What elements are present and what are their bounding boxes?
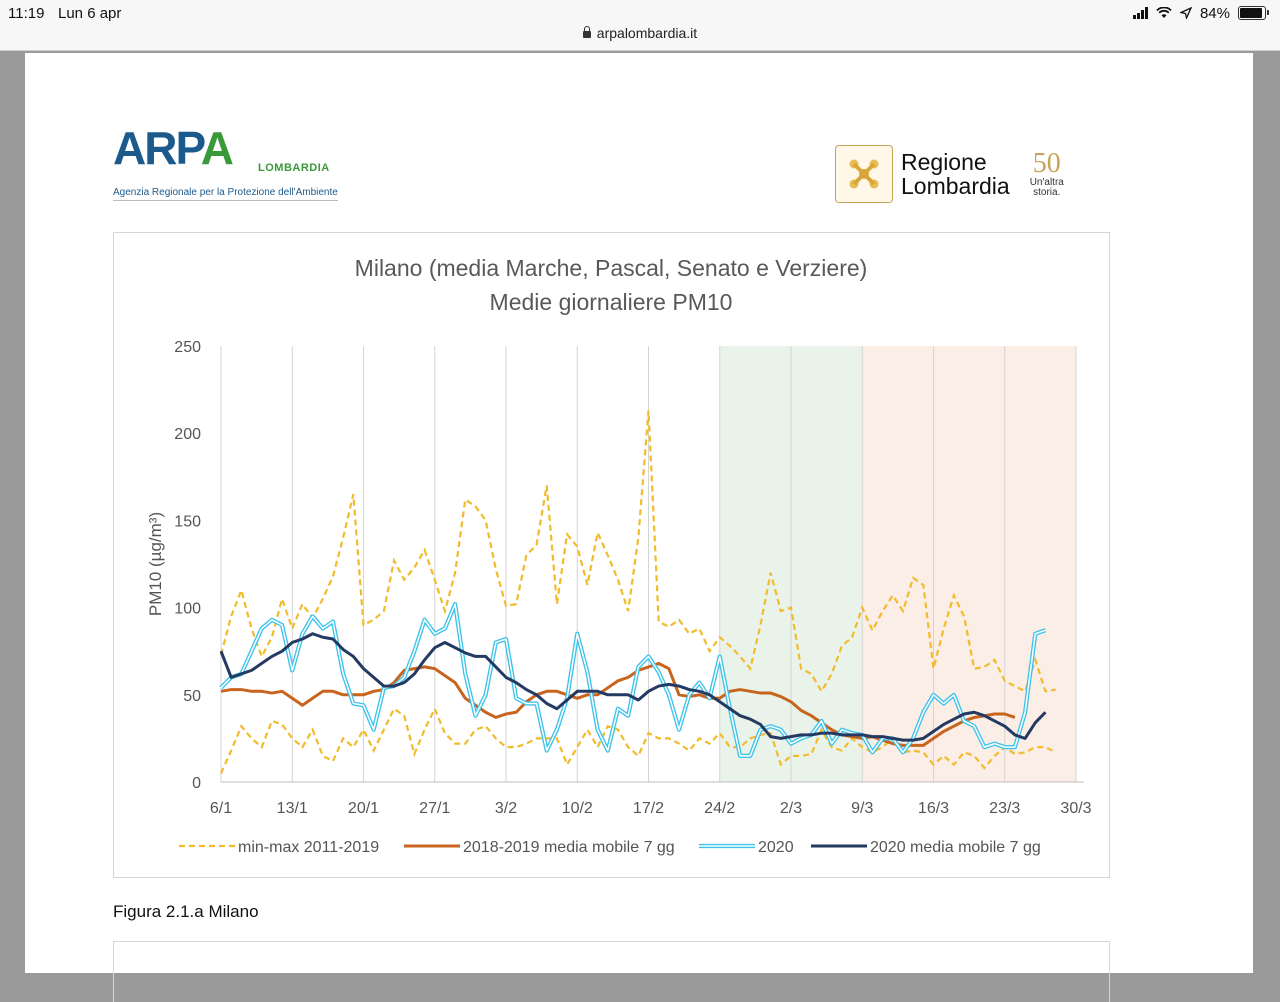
shaded-region-1: [862, 346, 1076, 782]
legend-label: min-max 2011-2019: [238, 839, 379, 856]
series-line-4: [219, 632, 1047, 742]
wifi-icon: [1156, 7, 1172, 18]
y-tick-label: 250: [174, 339, 201, 356]
x-tick-label: 27/1: [419, 800, 450, 817]
figure-caption: Figura 2.1.a Milano: [113, 902, 259, 921]
x-tick-label: 3/2: [495, 800, 517, 817]
x-tick-label: 10/2: [562, 800, 593, 817]
series-line-3-inner: [220, 603, 1046, 757]
arpa-logo: ARPA LOMBARDIA Agenzia Regionale per la …: [113, 125, 338, 201]
chart-title: Milano (media Marche, Pascal, Senato e V…: [355, 255, 868, 281]
document-page: ARPA LOMBARDIA Agenzia Regionale per la …: [25, 53, 1253, 1002]
battery-percent: 84%: [1199, 4, 1230, 22]
y-tick-label: 200: [174, 426, 201, 443]
legend-label: 2020 media mobile 7 gg: [870, 839, 1041, 856]
series-line-min: [219, 706, 1057, 774]
anniversary-logo: 50 Un'altra storia.: [1029, 148, 1064, 198]
y-tick-label: 0: [192, 775, 201, 792]
signal-icon: [1132, 7, 1148, 19]
chart-container: 0 50 100 150 200 250 6/1 13/1 20/1 27/1 3/2 10/2 17/…: [113, 232, 1110, 878]
x-tick-label: 16/3: [918, 800, 949, 817]
status-bar: 11:19 Lun 6 apr arpalombardia.it 84%: [0, 0, 1280, 51]
legend-label: 2018-2019 media mobile 7 gg: [463, 839, 675, 856]
y-tick-label: 50: [183, 688, 201, 705]
regione-lombardia-logo: Regione Lombardia 50 Un'altra storia.: [835, 145, 1064, 203]
status-time: 11:19: [8, 5, 45, 22]
status-date: Lun 6 apr: [58, 5, 122, 22]
x-tick-label: 30/3: [1060, 800, 1091, 817]
x-tick-label: 24/2: [704, 800, 735, 817]
x-tick-label: 23/3: [989, 800, 1020, 817]
x-tick-label: 20/1: [348, 800, 379, 817]
regione-emblem-icon: [835, 145, 893, 203]
lock-icon: [582, 26, 591, 38]
address-bar[interactable]: arpalombardia.it: [0, 25, 1280, 41]
status-indicators: 84%: [1132, 4, 1269, 22]
x-tick-label: 17/2: [633, 800, 664, 817]
x-tick-label: 13/1: [277, 800, 308, 817]
url-text: arpalombardia.it: [596, 25, 698, 41]
legend-label: 2020: [758, 839, 794, 856]
series-line-max: [219, 410, 1056, 694]
location-arrow-icon: [1179, 7, 1192, 19]
x-tick-label: 2/3: [780, 800, 802, 817]
x-tick-label: 9/3: [851, 800, 873, 817]
y-tick-label: 100: [174, 601, 201, 618]
chart-subtitle: Medie giornaliere PM10: [490, 289, 733, 315]
x-tick-label: 6/1: [210, 800, 232, 817]
battery-icon: [1238, 6, 1269, 20]
y-axis-label: PM10 (µg/m³): [146, 512, 165, 616]
pm10-chart: 0 50 100 150 200 250 6/1 13/1 20/1 27/1 3/2 10/2 17/…: [146, 255, 1092, 856]
next-chart-container: [113, 941, 1110, 1002]
y-tick-label: 150: [174, 513, 201, 530]
